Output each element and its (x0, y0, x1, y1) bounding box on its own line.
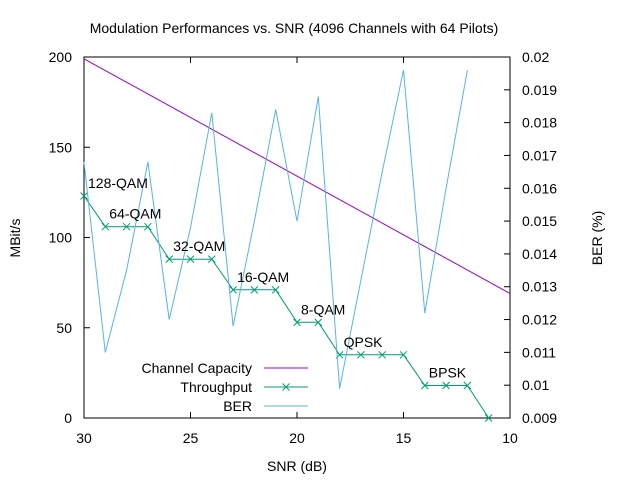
y2-tick-label: 0.014 (522, 246, 557, 262)
x-axis-label: SNR (dB) (267, 458, 327, 474)
throughput-point-stroke (293, 318, 301, 327)
y2-tick-label: 0.019 (522, 82, 557, 98)
throughput-point-stroke (207, 255, 216, 264)
throughput-point (144, 222, 152, 231)
legend-throughput-marker (282, 383, 290, 391)
y-tick-label: 150 (49, 139, 73, 155)
annotation-label: 128-QAM (88, 175, 148, 191)
plot-area: 30 25 20 15 100501001502000.0090.010.0110.01… (49, 49, 558, 446)
throughput-series-line (83, 195, 490, 419)
legend-label: BER (223, 398, 252, 414)
y-tick-label: 200 (49, 49, 73, 65)
throughput-point (293, 318, 301, 327)
y2-axis-label: BER (%) (589, 211, 605, 265)
throughput-point-stroke (122, 222, 131, 231)
y-axis-label: MBit/s (7, 219, 23, 258)
throughput-point (250, 285, 259, 294)
throughput-point (420, 381, 429, 390)
throughput-point (80, 192, 88, 200)
x-tick-label: 15 (396, 430, 412, 446)
annotation-label: QPSK (344, 334, 384, 350)
throughput-point-stroke (357, 350, 365, 359)
throughput-point-stroke (186, 255, 195, 264)
legend-label: Channel Capacity (141, 360, 252, 376)
throughput-point-stroke (399, 350, 408, 359)
ber-series-line (83, 69, 468, 389)
y2-tick-label: 0.011 (522, 344, 556, 360)
annotation-label: 64-QAM (109, 206, 161, 222)
chart-title: Modulation Performances vs. SNR (4096 Ch… (90, 20, 499, 36)
annotation-label: 8-QAM (301, 301, 345, 317)
throughput-point (101, 222, 110, 231)
throughput-point-stroke (484, 414, 493, 422)
x-tick-label: 30 (76, 430, 92, 446)
throughput-point (357, 350, 365, 359)
throughput-point-stroke (250, 285, 259, 294)
throughput-point-stroke (378, 350, 387, 359)
x-tick-label: 10 (502, 430, 518, 446)
throughput-point-stroke (80, 192, 88, 200)
y-tick-label: 0 (64, 410, 72, 426)
throughput-point-stroke (463, 381, 472, 390)
y2-tick-label: 0.017 (522, 147, 557, 163)
x-tick-label: 20 (289, 430, 305, 446)
y2-tick-label: 0.018 (522, 115, 557, 131)
y2-tick-label: 0.013 (522, 279, 557, 295)
throughput-point-stroke (271, 285, 280, 294)
throughput-point (442, 381, 450, 390)
throughput-point (314, 318, 323, 327)
throughput-point-stroke (314, 318, 323, 327)
throughput-point (463, 381, 472, 390)
annotation-label: 32-QAM (173, 238, 225, 254)
y2-tick-label: 0.02 (522, 49, 549, 65)
throughput-point-stroke (420, 381, 429, 390)
throughput-point-stroke (144, 222, 152, 231)
throughput-point (229, 285, 237, 294)
y2-tick-label: 0.016 (522, 180, 557, 196)
throughput-point (378, 350, 387, 359)
throughput-point (207, 255, 216, 264)
legend-label: Throughput (180, 379, 252, 395)
throughput-point-stroke (101, 222, 110, 231)
x-tick-label: 25 (183, 430, 199, 446)
y2-tick-label: 0.009 (522, 410, 557, 426)
throughput-point (399, 350, 408, 359)
annotation-label: 16-QAM (237, 269, 289, 285)
throughput-point-stroke (165, 255, 174, 264)
y-tick-label: 50 (56, 320, 72, 336)
throughput-point-stroke (442, 381, 450, 390)
throughput-point-stroke (229, 285, 237, 294)
y2-tick-label: 0.015 (522, 213, 557, 229)
throughput-point (271, 285, 280, 294)
y-tick-label: 100 (49, 230, 73, 246)
annotation-label: BPSK (429, 365, 467, 381)
y2-tick-label: 0.012 (522, 312, 557, 328)
capacity-series-line (83, 58, 511, 294)
y2-tick-label: 0.01 (522, 377, 549, 393)
throughput-point (186, 255, 195, 264)
throughput-point (165, 255, 174, 264)
throughput-point (484, 414, 493, 422)
throughput-point (122, 222, 131, 231)
